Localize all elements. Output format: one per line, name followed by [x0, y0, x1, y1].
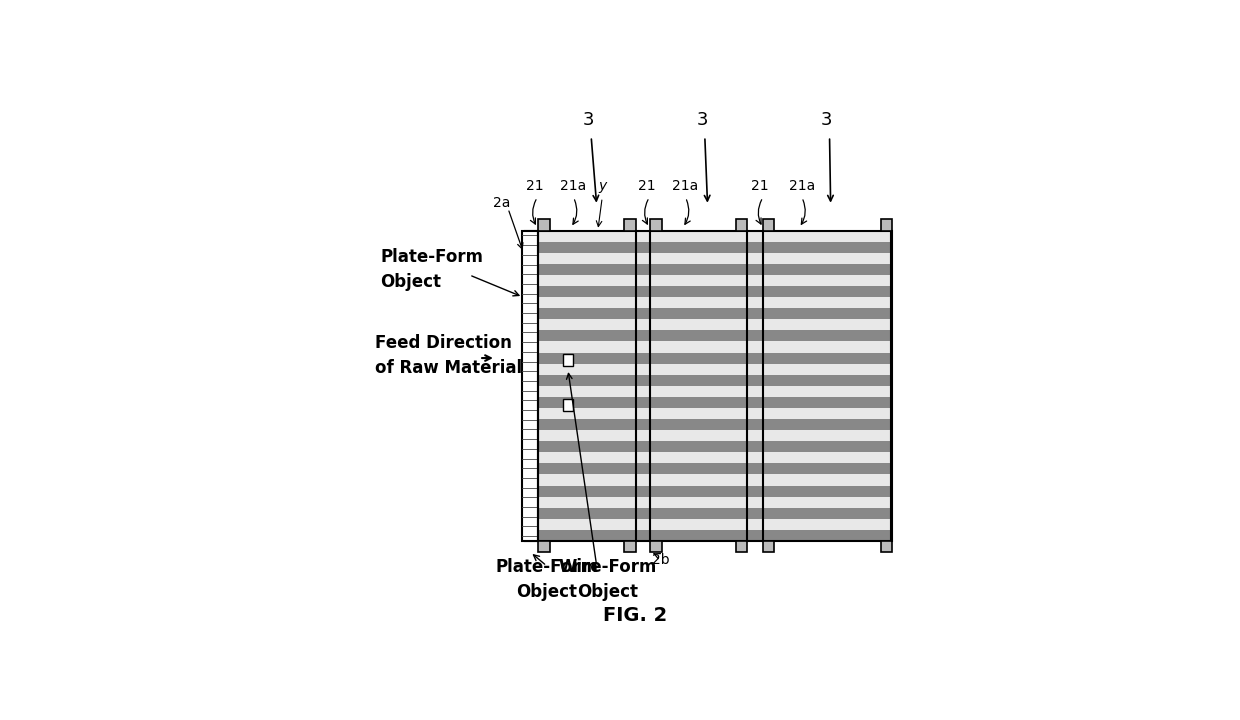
Bar: [525, 353, 890, 364]
Bar: [563, 354, 573, 366]
Text: 2a: 2a: [492, 196, 510, 210]
Text: 21a: 21a: [560, 179, 587, 193]
Text: 21: 21: [751, 179, 769, 193]
Bar: [525, 485, 890, 497]
Bar: [525, 275, 890, 286]
Bar: [525, 242, 890, 253]
Text: 2b: 2b: [652, 554, 670, 567]
Bar: [525, 397, 890, 408]
Text: 21a: 21a: [672, 179, 698, 193]
Text: 3: 3: [697, 111, 708, 129]
Bar: [525, 374, 890, 386]
Bar: [522, 230, 538, 541]
Bar: [563, 399, 573, 410]
Bar: [538, 220, 549, 230]
Bar: [538, 541, 549, 552]
Bar: [525, 253, 890, 264]
Bar: [525, 330, 890, 341]
Bar: [525, 452, 890, 464]
Bar: [525, 430, 890, 441]
Bar: [525, 319, 890, 330]
Bar: [651, 541, 662, 552]
Bar: [525, 297, 890, 308]
Bar: [525, 464, 890, 474]
Bar: [525, 519, 890, 530]
Text: FIG. 2: FIG. 2: [604, 606, 667, 626]
Bar: [525, 497, 890, 508]
Bar: [525, 230, 890, 541]
Bar: [625, 220, 635, 230]
Bar: [651, 220, 662, 230]
Text: 21: 21: [526, 179, 543, 193]
Bar: [525, 441, 890, 452]
Text: y: y: [598, 179, 606, 193]
Text: Feed Direction
of Raw Material: Feed Direction of Raw Material: [374, 334, 522, 377]
Bar: [882, 220, 893, 230]
Bar: [525, 341, 890, 353]
Text: Plate-Form
Object: Plate-Form Object: [381, 248, 484, 291]
Bar: [763, 541, 774, 552]
Bar: [525, 408, 890, 419]
Text: Wire-Form
Object: Wire-Form Object: [558, 558, 657, 601]
Bar: [525, 419, 890, 430]
Bar: [525, 508, 890, 519]
Bar: [525, 230, 890, 242]
Bar: [525, 286, 890, 297]
Bar: [525, 364, 890, 374]
Bar: [525, 308, 890, 319]
Text: Plate-Form
Object: Plate-Form Object: [495, 558, 598, 601]
Bar: [525, 530, 890, 541]
Bar: [525, 264, 890, 275]
Bar: [525, 474, 890, 485]
Bar: [737, 541, 748, 552]
Bar: [625, 541, 635, 552]
Bar: [763, 220, 774, 230]
Text: 3: 3: [821, 111, 832, 129]
Bar: [525, 386, 890, 397]
Text: 21a: 21a: [789, 179, 815, 193]
Text: 3: 3: [583, 111, 594, 129]
Bar: [737, 220, 748, 230]
Text: 21: 21: [637, 179, 656, 193]
Bar: [882, 541, 893, 552]
